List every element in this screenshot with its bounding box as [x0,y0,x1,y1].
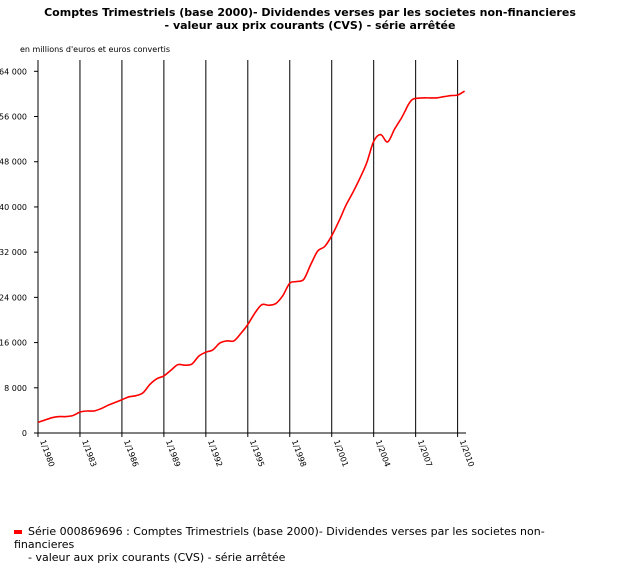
x-tick-label: 1/1998 [290,439,308,469]
series-group [37,90,465,424]
axes [37,60,466,434]
y-axis-unit-label: en millions d'euros et euros convertis [20,45,171,54]
x-tick-label: 1/1992 [206,439,224,469]
x-tick-label: 1/1983 [80,439,98,469]
legend-label-line1: Série 000869696 : Comptes Trimestriels (… [14,525,545,551]
x-tick-label: 1/2004 [374,439,392,469]
legend-label-line2: - valeur aux prix courants (CVS) - série… [28,551,286,564]
x-tick-label: 1/2010 [458,439,476,469]
x-tick-label: 1/1989 [164,439,182,469]
y-tick-label: 64 000 [0,67,27,76]
y-axis-ticks: 0 8 000 16 000 24 000 32 000 40 000 48 000 56 0… [0,67,38,438]
chart-title: Comptes Trimestriels (base 2000)- Divide… [0,6,620,32]
x-tick-label: 1/2001 [332,439,350,469]
series-line [37,90,465,424]
x-axis-ticks: 1/1980 1/1983 1/1986 1/1989 1/1992 1/1995 1/19… [37,433,476,469]
grid-lines [37,60,459,433]
chart-title-line2: - valeur aux prix courants (CVS) - série… [164,19,456,32]
y-tick-label: 24 000 [0,293,27,302]
x-tick-label: 1/1995 [248,439,266,469]
x-tick-label: 1/1986 [122,439,140,469]
y-tick-label: 32 000 [0,248,27,257]
x-tick-label: 1/2007 [416,439,434,469]
y-tick-label: 56 000 [0,113,27,122]
y-tick-label: 40 000 [0,203,27,212]
legend: Série 000869696 : Comptes Trimestriels (… [14,525,594,564]
y-tick-label: 8 000 [4,384,27,393]
x-tick-label: 1/1980 [38,439,56,469]
chart-title-line1: Comptes Trimestriels (base 2000)- Divide… [44,6,576,19]
y-tick-label: 16 000 [0,339,27,348]
y-tick-label: 0 [22,429,27,438]
legend-swatch [14,530,22,534]
y-tick-label: 48 000 [0,158,27,167]
